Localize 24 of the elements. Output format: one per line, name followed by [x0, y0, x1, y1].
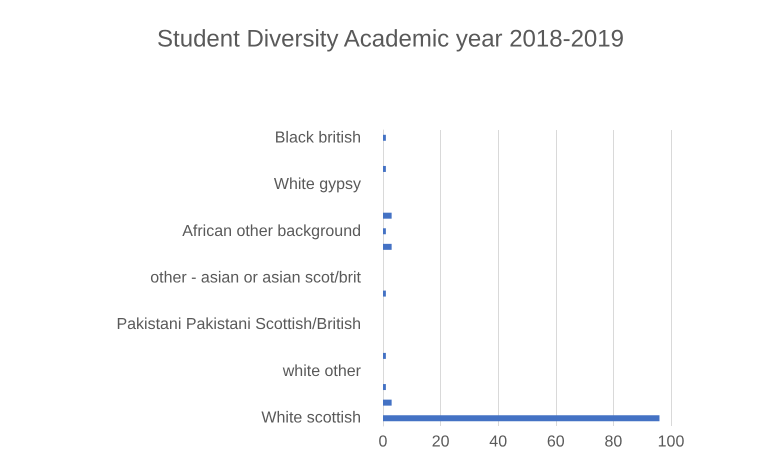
y-tick-label: Pakistani Pakistani Scottish/British: [116, 316, 361, 334]
bar: [383, 228, 386, 234]
y-tick-label: Black british: [274, 129, 361, 146]
y-tick-label: other - asian or asian scot/brit: [150, 270, 362, 286]
bar: [383, 400, 392, 406]
bar: [383, 166, 386, 172]
bar: [383, 212, 392, 219]
bar: [383, 384, 386, 390]
bar: [383, 352, 386, 359]
y-tick-label: White scottish: [261, 410, 361, 427]
y-tick-label: African other background: [182, 222, 361, 240]
x-tick-label: 80: [604, 434, 622, 450]
bar: [383, 415, 660, 422]
x-tick-label: 20: [432, 434, 450, 450]
chart-title: Student Diversity Academic year 2018-2019: [157, 26, 624, 52]
bar: [383, 134, 386, 141]
y-tick-label: White gypsy: [274, 176, 361, 194]
bar: [383, 244, 392, 250]
x-tick-label: 0: [378, 434, 388, 450]
x-tick-label: 40: [489, 434, 508, 450]
y-tick-label: white other: [282, 362, 362, 380]
bar: [383, 290, 386, 297]
x-tick-label: 60: [546, 434, 565, 450]
x-tick-label: 100: [658, 434, 684, 450]
